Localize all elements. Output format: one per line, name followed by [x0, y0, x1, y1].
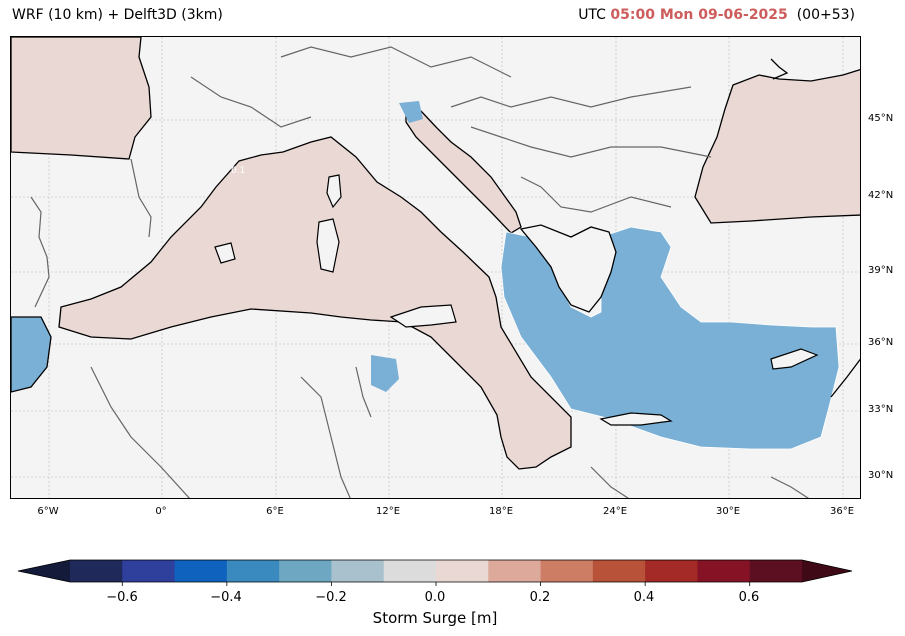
gulf-of-gabes	[371, 355, 399, 392]
colorbar-segment	[331, 560, 385, 582]
colorbar-segment	[279, 560, 332, 582]
lon-label-6e: 6°E	[266, 506, 284, 517]
north-adriatic	[399, 101, 423, 123]
colorbar-segment	[697, 560, 751, 582]
lat-label-30n: 30°N	[868, 470, 894, 481]
colorbar-segment	[540, 560, 594, 582]
colorbar-segment	[749, 560, 803, 582]
model-title: WRF (10 km) + Delft3D (3km)	[12, 7, 223, 23]
valid-time-header: UTC 05:00 Mon 09-06-2025 (00+53)	[578, 7, 855, 23]
colorbar-segment	[122, 560, 176, 582]
lat-label-39n: 39°N	[868, 265, 894, 276]
colorbar-outline	[17, 559, 853, 583]
colorbar-extend-high	[802, 560, 852, 582]
colorbar-segment	[645, 560, 698, 582]
colorbar-segment	[226, 560, 280, 582]
coastlines	[770, 58, 860, 398]
lat-label-33n: 33°N	[868, 404, 894, 415]
forecast-step: (00+53)	[796, 7, 855, 23]
mediterranean-west	[58, 136, 572, 470]
colorbar-segment	[592, 560, 646, 582]
lon-label-6w: 6°W	[37, 506, 59, 517]
colorbar-segment	[383, 560, 437, 582]
lon-label-36e: 36°E	[829, 506, 855, 517]
bay-of-biscay	[11, 37, 152, 160]
lon-label-18e: 18°E	[488, 506, 514, 517]
valid-time: 05:00 Mon 09-06-2025	[610, 7, 788, 23]
adriatic-sea	[405, 106, 522, 234]
lat-label-42n: 42°N	[868, 190, 894, 201]
country-borders	[30, 46, 810, 498]
colorbar-segment	[70, 560, 123, 582]
mediterranean-east	[500, 226, 840, 450]
colorbar-tick: 0.4	[633, 590, 655, 605]
colorbar-extend-low	[18, 560, 70, 582]
black-sea	[694, 68, 860, 224]
colorbar-tick: 0.2	[529, 590, 551, 605]
lon-label-0: 0°	[155, 506, 167, 517]
colorbar-tick: 0.0	[424, 590, 446, 605]
colorbar-tick: −0.2	[315, 590, 347, 605]
lon-label-24e: 24°E	[602, 506, 628, 517]
colorbar-tick: −0.4	[210, 590, 242, 605]
map-canvas: 0.1	[11, 37, 860, 498]
colorbar-tick: −0.6	[106, 590, 138, 605]
lon-label-30e: 30°E	[715, 506, 741, 517]
lat-label-36n: 36°N	[868, 337, 894, 348]
lon-label-12e: 12°E	[375, 506, 401, 517]
colorbar-label: Storm Surge [m]	[372, 609, 498, 627]
atlantic-west	[11, 316, 52, 393]
colorbar-tick: 0.6	[738, 590, 760, 605]
lat-label-45n: 45°N	[868, 113, 894, 124]
balkans	[519, 224, 617, 313]
storm-surge-map: 0.1	[10, 36, 861, 499]
islands	[214, 174, 819, 426]
contour-label: 0.1	[231, 166, 245, 176]
colorbar-segment	[174, 560, 228, 582]
colorbar-segment	[488, 560, 542, 582]
colorbar-segment	[436, 560, 489, 582]
utc-prefix: UTC	[578, 7, 606, 23]
storm-surge-colorbar	[17, 559, 853, 586]
